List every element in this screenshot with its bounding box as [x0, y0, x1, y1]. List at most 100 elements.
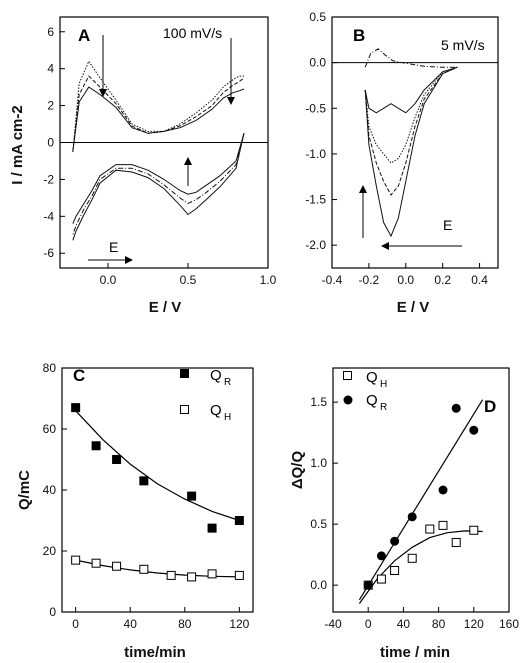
panel-d-point-qh	[469, 525, 479, 535]
panel-c-point-qr	[91, 441, 101, 451]
panel-c-legend-marker-qr	[180, 369, 189, 378]
panel-c-legend-label-qr: Q	[210, 367, 222, 384]
panel-c-point-qh	[166, 570, 176, 580]
panel-a-curve	[72, 133, 245, 224]
panel-c-plot-area: 0 40 80 120 0 20 40 60 80	[43, 361, 254, 631]
panel-b-ytick-label: -1.0	[305, 147, 326, 161]
panel-c-point-qh	[207, 569, 217, 579]
panel-a-xlabel: E / V	[149, 299, 182, 316]
panel-c-legend: Q R Q H	[180, 367, 231, 423]
panel-d-legend-marker-qh	[343, 371, 352, 380]
panel-c-point-qr	[187, 491, 197, 501]
panel-c-ytick-label: 0	[49, 605, 56, 619]
panel-d-point-qh	[390, 566, 400, 576]
panel-d-xtick-label: 120	[464, 617, 484, 631]
panel-a-ytick-label: -4	[43, 209, 54, 223]
panel-d-legend: Q H Q R	[343, 369, 387, 413]
panel-d-point-qh	[376, 574, 386, 584]
panel-a-ytick-label: 2	[47, 99, 54, 113]
panel-a-ytick-label: -6	[43, 246, 54, 260]
panel-b-curve	[364, 48, 458, 68]
panel-b-curve	[364, 66, 458, 164]
panel-d-point-qr	[469, 425, 479, 435]
panel-c-point-qh	[139, 564, 149, 574]
panel-b-curve	[364, 66, 458, 196]
panel-d-xlabel: time / min	[380, 644, 450, 661]
panel-c-xtick-label: 40	[124, 617, 138, 631]
panel-d-ytick-label: 0.5	[310, 517, 327, 531]
panel-d-plot-area: -40 0 40 80 120 160 0.0 0.5 1.0 1.5	[310, 367, 519, 631]
panel-c-xtick-label: 80	[178, 617, 192, 631]
panel-a-curve	[72, 60, 244, 152]
panel-b-arrow-label: E	[443, 217, 452, 233]
panel-a-scan-rate: 100 mV/s	[163, 25, 222, 41]
panel-c-frame	[61, 367, 254, 613]
panel-c-point-qr	[71, 403, 81, 413]
panel-c-legend-marker-qh	[180, 405, 189, 414]
panel-d-point-qr	[438, 485, 448, 495]
panel-b-curve	[364, 66, 458, 238]
panel-a-ytick-label: -2	[43, 172, 54, 186]
panel-a-curve	[72, 133, 245, 235]
panel-b-scan-rate: 5 mV/s	[441, 37, 485, 53]
panel-d-point-qh	[425, 524, 435, 534]
panel-b-plot-area: -0.4 -0.2 0.0 0.2 0.4 -2.0 -1.5 -1.0 -0.5 0.0 0.5	[305, 10, 499, 287]
panel-c-xlabel: time/min	[124, 644, 186, 661]
panel-d-point-qr	[407, 512, 417, 522]
panel-d: -40 0 40 80 120 160 0.0 0.5 1.0 1.5 D Q H Q R tim…	[289, 367, 519, 661]
panel-b-xtick-label: -0.4	[322, 273, 343, 287]
panel-b-ytick-label: 0.5	[309, 10, 326, 24]
panel-d-legend-label-qh: Q	[366, 369, 378, 386]
panel-b-xtick-label: 0.2	[434, 273, 451, 287]
panel-c-point-qr	[207, 523, 217, 533]
panel-a-xtick-label: 0.5	[180, 273, 197, 287]
panel-b-xtick-label: -0.2	[359, 273, 380, 287]
panel-a-ytick-label: 0	[47, 136, 54, 150]
panel-a-label: A	[78, 26, 90, 45]
panel-c-ytick-label: 40	[43, 483, 57, 497]
panel-c-legend-label-qh: Q	[210, 402, 222, 419]
panel-d-fit-line	[358, 530, 483, 604]
panel-d-legend-sub-qh: H	[380, 379, 387, 390]
panel-a-curve	[72, 133, 245, 241]
panel-a-xtick-label: 1.0	[260, 273, 277, 287]
panel-d-point-qr	[376, 551, 386, 561]
panel-d-xtick-label: 0	[365, 617, 372, 631]
panel-b-frame	[331, 16, 499, 269]
panel-d-ytick-label: 1.0	[310, 456, 327, 470]
panel-c-xtick-label: 0	[72, 617, 79, 631]
panel-c-ytick-label: 80	[43, 361, 57, 375]
panel-a-arrow-label: E	[109, 239, 118, 255]
panel-d-ylabel: ΔQ/Q	[289, 451, 306, 490]
panel-d-xtick-label: 80	[432, 617, 446, 631]
panel-b-ytick-label: 0.0	[309, 56, 326, 70]
panel-d-legend-sub-qr: R	[380, 402, 387, 413]
panel-c-point-qr	[112, 455, 122, 464]
panel-a-ytick-label: 4	[47, 62, 54, 76]
panel-d-point-qh	[451, 537, 461, 547]
panel-d-xtick-label: 40	[397, 617, 411, 631]
panel-b-ytick-label: -2.0	[305, 238, 326, 252]
panel-c-point-qh	[187, 572, 197, 582]
panel-d-point-qr	[451, 403, 461, 413]
panel-d-frame	[332, 367, 510, 613]
panel-c-ytick-label: 20	[43, 544, 57, 558]
panel-c-legend-sub-qh: H	[224, 412, 231, 423]
panel-d-ytick-label: 0.0	[310, 578, 327, 592]
panel-d-fit-line	[358, 399, 484, 601]
panel-b-curve	[364, 66, 458, 114]
panel-a-xtick-label: 0.0	[100, 273, 117, 287]
panel-b-ytick-label: -1.5	[305, 193, 326, 207]
panel-c-point-qr	[234, 516, 244, 525]
panel-a-ytick-label: 6	[47, 25, 54, 39]
panel-c-label: C	[73, 366, 85, 385]
panel-a-plot-area: 0.0 0.5 1.0 -6 -4 -2 0 2 4 6	[43, 16, 277, 287]
panel-a-ylabel: I / mA cm-2	[9, 105, 26, 184]
panel-d-point-qh	[407, 553, 417, 563]
panel-c-xtick-label: 120	[229, 617, 249, 631]
panel-b-xlabel: E / V	[397, 299, 430, 316]
panel-c-point-qh	[234, 570, 244, 580]
panel-a: 0.0 0.5 1.0 -6 -4 -2 0 2 4 6 A 100 mV/s E E / V I…	[9, 16, 277, 316]
panel-d-legend-marker-qr	[343, 395, 353, 405]
